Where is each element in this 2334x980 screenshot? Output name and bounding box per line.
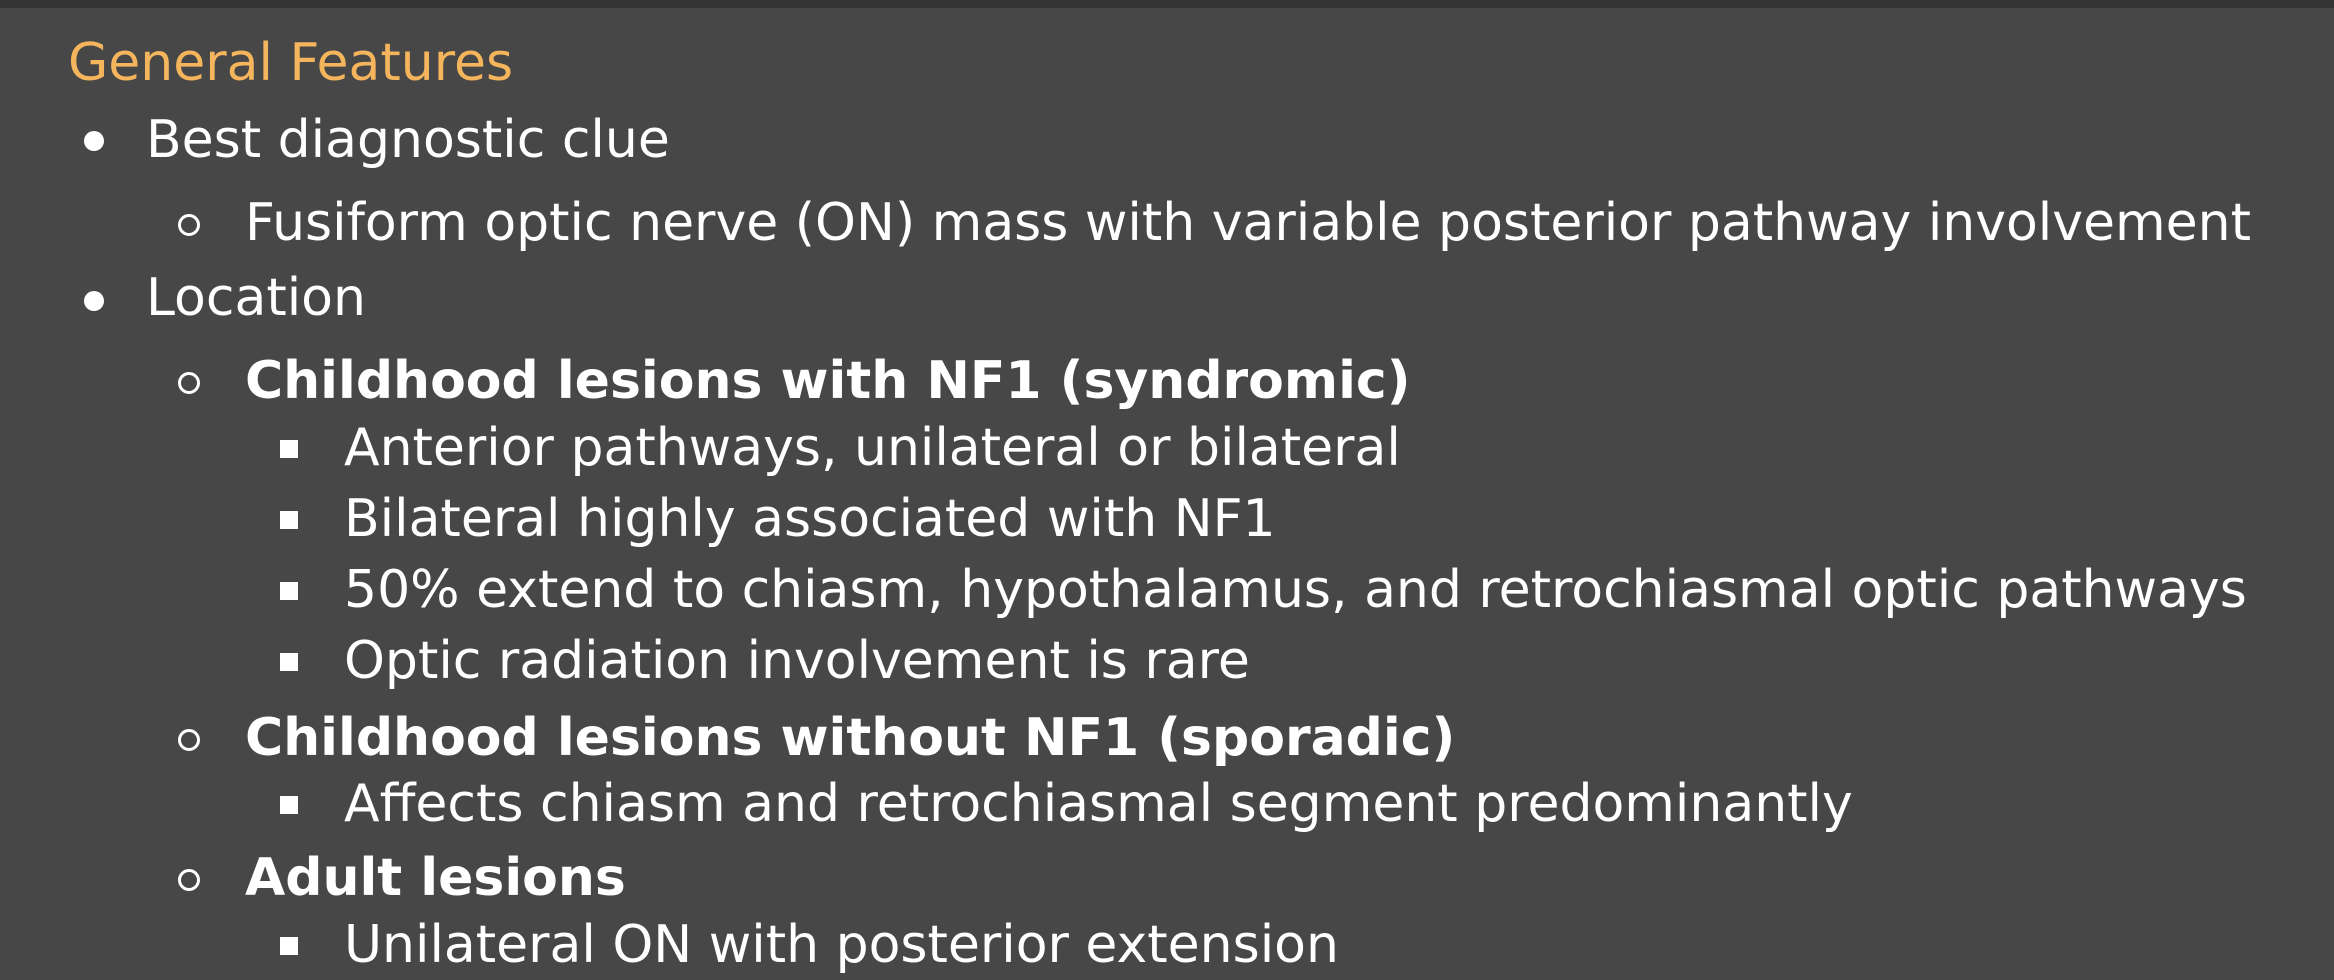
list-item-level3: Affects chiasm and retrochiasmal segment… (344, 774, 1853, 834)
list-item-level2: Adult lesions (245, 848, 626, 908)
bullet-circle-icon (178, 869, 200, 891)
bullet-square-icon (280, 796, 298, 814)
list-item-level3: Bilateral highly associated with NF1 (344, 489, 1276, 549)
list-item-level3: 50% extend to chiasm, hypothalamus, and … (344, 560, 2247, 620)
bullet-circle-icon (178, 729, 200, 751)
bullet-circle-icon (178, 214, 200, 236)
list-item-level2: Childhood lesions with NF1 (syndromic) (245, 351, 1411, 411)
list-item-level3: Anterior pathways, unilateral or bilater… (344, 418, 1401, 478)
list-item-level3: Optic radiation involvement is rare (344, 631, 1250, 691)
bullet-square-icon (280, 511, 298, 529)
bullet-square-icon (280, 440, 298, 458)
list-item-level3: Unilateral ON with posterior extension (344, 915, 1339, 975)
bullet-square-icon (280, 582, 298, 600)
bullet-disc-icon (84, 131, 104, 151)
list-item-level2: Fusiform optic nerve (ON) mass with vari… (245, 193, 2252, 253)
top-window-edge (0, 0, 2334, 8)
slide-heading: General Features (68, 33, 514, 93)
list-item-level1: Location (146, 268, 366, 328)
bullet-circle-icon (178, 372, 200, 394)
list-item-level2: Childhood lesions without NF1 (sporadic) (245, 708, 1456, 768)
bullet-square-icon (280, 937, 298, 955)
list-item-level1: Best diagnostic clue (146, 110, 670, 170)
bullet-square-icon (280, 653, 298, 671)
bullet-disc-icon (84, 291, 104, 311)
